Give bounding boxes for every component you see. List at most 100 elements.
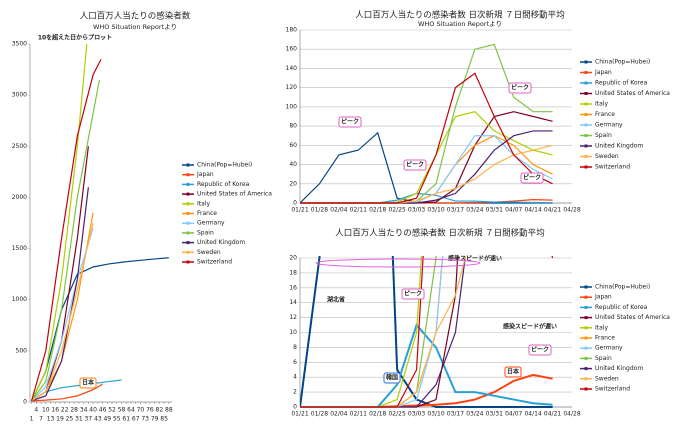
x-tick-label: 03/31 <box>486 207 503 214</box>
annotation: ピーク <box>523 174 541 182</box>
y-tick-label: 1000 <box>12 296 27 303</box>
annotation: ピーク <box>511 84 529 92</box>
x-tick-label: 67 <box>132 416 140 423</box>
x-tick-label: 04/28 <box>563 207 580 214</box>
y-tick-label: 1500 <box>12 245 27 252</box>
legend-marker <box>584 155 588 158</box>
legend-label: United States of America <box>595 90 670 97</box>
legend-label: Japan <box>196 171 214 178</box>
annotation-box <box>403 159 427 171</box>
x-tick-label: 02/04 <box>330 411 347 418</box>
x-tick-label: 40 <box>89 407 97 414</box>
x-tick-label: 01/21 <box>291 411 308 418</box>
legend-marker <box>584 316 588 320</box>
annotation-box <box>504 366 522 378</box>
x-tick-label: 01/28 <box>311 207 328 214</box>
y-tick-label: 3500 <box>12 41 27 48</box>
legend-marker <box>186 163 190 167</box>
legend-marker <box>584 113 588 116</box>
annotation-box <box>520 172 544 184</box>
x-tick-label: 02/11 <box>350 207 367 214</box>
legend-marker <box>584 144 588 148</box>
plot <box>300 256 554 408</box>
chart-title: 人口百万人当たりの感染者数 日次新規 ７日間移動平均 <box>335 228 544 239</box>
legend-label: Switzerland <box>595 164 630 171</box>
annotation: ピーク <box>404 290 422 298</box>
y-tick-label: 2 <box>293 389 297 396</box>
legend-label: United Kingdom <box>197 239 245 246</box>
x-tick-label: 22 <box>61 407 69 414</box>
x-tick-label: 4 <box>34 407 38 414</box>
x-tick-label: 13 <box>47 416 55 423</box>
legend-label: Switzerland <box>595 386 630 393</box>
legend-label: China(Pop=Hubei) <box>197 162 252 169</box>
legend-marker <box>584 336 588 340</box>
x-tick-label: 82 <box>156 407 164 414</box>
legend-marker <box>584 367 588 371</box>
legend-marker <box>186 173 190 177</box>
x-tick-label: 03/03 <box>408 411 425 418</box>
annotation-box <box>508 82 532 94</box>
x-tick-label: 03/31 <box>486 411 503 418</box>
legend-label: Republic of Korea <box>197 181 250 188</box>
annotation-box <box>79 377 97 389</box>
series-line <box>31 383 103 402</box>
x-tick-label: 04/21 <box>544 411 561 418</box>
y-tick-label: 40 <box>289 161 297 168</box>
x-tick-label: 37 <box>85 416 93 423</box>
x-tick-label: 43 <box>94 416 102 423</box>
series-line <box>31 187 89 402</box>
series-line <box>31 79 101 402</box>
legend-marker <box>186 250 190 254</box>
y-tick-label: 0 <box>293 200 297 207</box>
x-tick-label: 04/07 <box>505 411 522 418</box>
plot <box>31 43 169 402</box>
legend-label: Republic of Korea <box>595 304 648 311</box>
legend-marker <box>584 295 588 299</box>
x-tick-label: 28 <box>70 407 78 414</box>
x-tick-label: 76 <box>146 407 154 414</box>
x-tick-label: 88 <box>165 407 173 414</box>
y-tick-label: 6 <box>293 359 297 366</box>
legend-label: United States of America <box>197 191 272 198</box>
x-tick-label: 03/24 <box>466 411 483 418</box>
x-tick-label: 52 <box>108 407 116 414</box>
legend-marker <box>584 71 588 74</box>
legend-label: Italy <box>595 324 608 331</box>
series-line <box>300 256 554 408</box>
chart-title: 人口百万人当たりの感染者数 <box>80 11 191 22</box>
legend-label: Japan <box>594 69 612 76</box>
legend-marker <box>186 212 190 215</box>
legend-marker <box>584 134 588 137</box>
x-tick-label: 03/10 <box>427 207 444 214</box>
y-tick-label: 500 <box>16 347 28 354</box>
annotation: 感染スピードが遅い <box>503 323 557 331</box>
x-tick-label: 02/25 <box>388 411 405 418</box>
legend-marker <box>186 231 190 235</box>
y-tick-label: 0 <box>23 399 27 406</box>
x-tick-label: 04/28 <box>563 411 580 418</box>
legend-marker <box>584 326 588 330</box>
series-line <box>31 222 94 402</box>
x-tick-label: 02/18 <box>369 411 386 418</box>
y-tick-label: 14 <box>289 299 297 306</box>
annotation: 感染スピードが速い <box>448 255 502 263</box>
legend-label: Spain <box>595 132 612 139</box>
legend-marker <box>584 387 588 391</box>
annotation-box <box>383 372 401 384</box>
x-tick-label: 16 <box>51 407 59 414</box>
annotation: ピーク <box>341 118 359 126</box>
x-tick-label: 03/17 <box>447 411 464 418</box>
annotation: ピーク <box>531 346 549 354</box>
annotation-box <box>338 116 362 128</box>
y-tick-label: 20 <box>289 180 297 187</box>
legend-label: Republic of Korea <box>595 80 648 87</box>
legend-marker <box>584 285 588 289</box>
x-tick-label: 31 <box>75 416 83 423</box>
annotation: 日本 <box>82 379 95 387</box>
legend-marker <box>584 305 588 309</box>
x-tick-label: 85 <box>160 416 168 423</box>
legend-label: Germany <box>595 345 623 352</box>
y-tick-label: 2000 <box>12 194 27 201</box>
annotation: 湖北省 <box>327 296 345 304</box>
